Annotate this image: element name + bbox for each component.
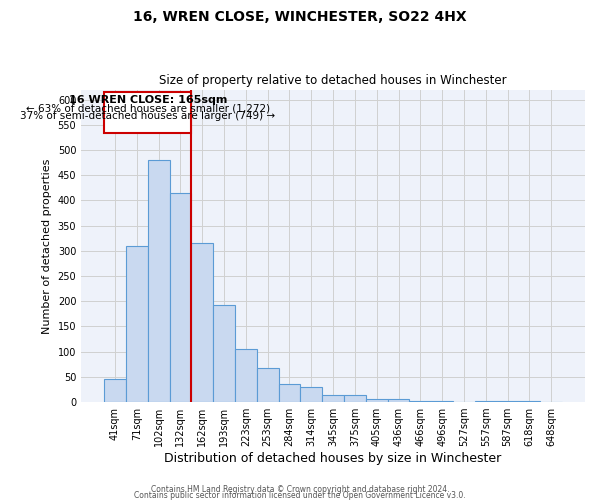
Bar <box>409 400 431 402</box>
Bar <box>148 160 170 402</box>
FancyBboxPatch shape <box>104 92 191 134</box>
Text: 16, WREN CLOSE, WINCHESTER, SO22 4HX: 16, WREN CLOSE, WINCHESTER, SO22 4HX <box>133 10 467 24</box>
Bar <box>235 349 257 402</box>
Bar <box>278 384 301 402</box>
X-axis label: Distribution of detached houses by size in Winchester: Distribution of detached houses by size … <box>164 452 502 465</box>
Text: Contains public sector information licensed under the Open Government Licence v3: Contains public sector information licen… <box>134 490 466 500</box>
Bar <box>431 400 453 402</box>
Text: Contains HM Land Registry data © Crown copyright and database right 2024.: Contains HM Land Registry data © Crown c… <box>151 484 449 494</box>
Bar <box>475 400 497 402</box>
Bar <box>497 400 518 402</box>
Bar <box>104 379 126 402</box>
Bar <box>366 398 388 402</box>
Y-axis label: Number of detached properties: Number of detached properties <box>42 158 52 334</box>
Bar <box>301 387 322 402</box>
Bar <box>213 306 235 402</box>
Bar <box>257 368 278 402</box>
Title: Size of property relative to detached houses in Winchester: Size of property relative to detached ho… <box>159 74 507 87</box>
Text: 16 WREN CLOSE: 165sqm: 16 WREN CLOSE: 165sqm <box>68 95 227 105</box>
Bar <box>191 244 213 402</box>
Bar <box>344 395 366 402</box>
Text: ← 63% of detached houses are smaller (1,272): ← 63% of detached houses are smaller (1,… <box>26 103 270 113</box>
Bar <box>388 398 409 402</box>
Bar <box>126 246 148 402</box>
Bar <box>322 395 344 402</box>
Bar <box>170 193 191 402</box>
Bar <box>518 401 540 402</box>
Text: 37% of semi-detached houses are larger (749) →: 37% of semi-detached houses are larger (… <box>20 110 275 120</box>
